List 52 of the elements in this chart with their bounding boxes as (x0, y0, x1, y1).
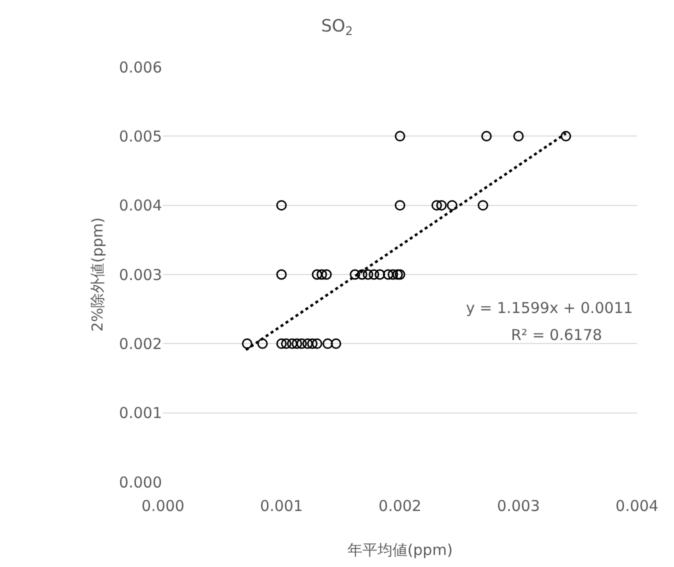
point (316, 269, 328, 280)
point (321, 269, 332, 280)
point (312, 269, 322, 280)
y-tick-label: 0.000 (119, 473, 162, 492)
annotation: y = 1.1599x + 0.0011 (466, 299, 633, 317)
point (307, 338, 318, 349)
y-tick-label: 0.003 (119, 266, 162, 284)
point (280, 338, 292, 349)
chart-title: SO$_{2}$ (321, 16, 353, 38)
point (276, 269, 287, 280)
point (431, 200, 442, 211)
point (394, 130, 406, 142)
point (368, 269, 380, 280)
point (356, 269, 368, 280)
y-tick-label: 0.004 (119, 196, 162, 215)
y-tick-label: 0.002 (119, 334, 162, 353)
x-tick-label: 0.001 (260, 497, 303, 515)
y-tick-label: 0.001 (119, 404, 162, 422)
point (350, 269, 360, 280)
point (446, 200, 458, 211)
point (382, 269, 394, 280)
point (296, 338, 307, 349)
point (330, 338, 342, 349)
point (286, 338, 298, 349)
point (513, 130, 524, 142)
y-tick-label: 0.006 (119, 58, 162, 76)
x-tick-label: 0.002 (378, 497, 422, 515)
point (560, 130, 572, 142)
point (292, 338, 302, 349)
point (362, 269, 374, 280)
point (276, 338, 287, 349)
y-axis-title: 2%除外値(ppm) (88, 217, 106, 332)
annotation: R² = 0.6178 (511, 326, 602, 344)
point (392, 269, 403, 280)
point (436, 200, 447, 211)
x-tick-label: 0.004 (616, 497, 658, 515)
point (388, 269, 398, 280)
point (302, 338, 313, 349)
point (322, 338, 333, 349)
point (242, 338, 252, 349)
x-axis-title: 年平均値(ppm) (347, 541, 453, 559)
x-tick-label: 0.003 (497, 497, 540, 515)
x-tick-label: 0.000 (142, 497, 184, 515)
point (312, 338, 322, 349)
point (394, 200, 406, 211)
point (481, 130, 492, 142)
point (394, 269, 406, 280)
y-tick-label: 0.005 (119, 127, 162, 146)
point (276, 200, 287, 211)
point (374, 269, 386, 280)
point (478, 200, 488, 211)
point (257, 338, 268, 349)
